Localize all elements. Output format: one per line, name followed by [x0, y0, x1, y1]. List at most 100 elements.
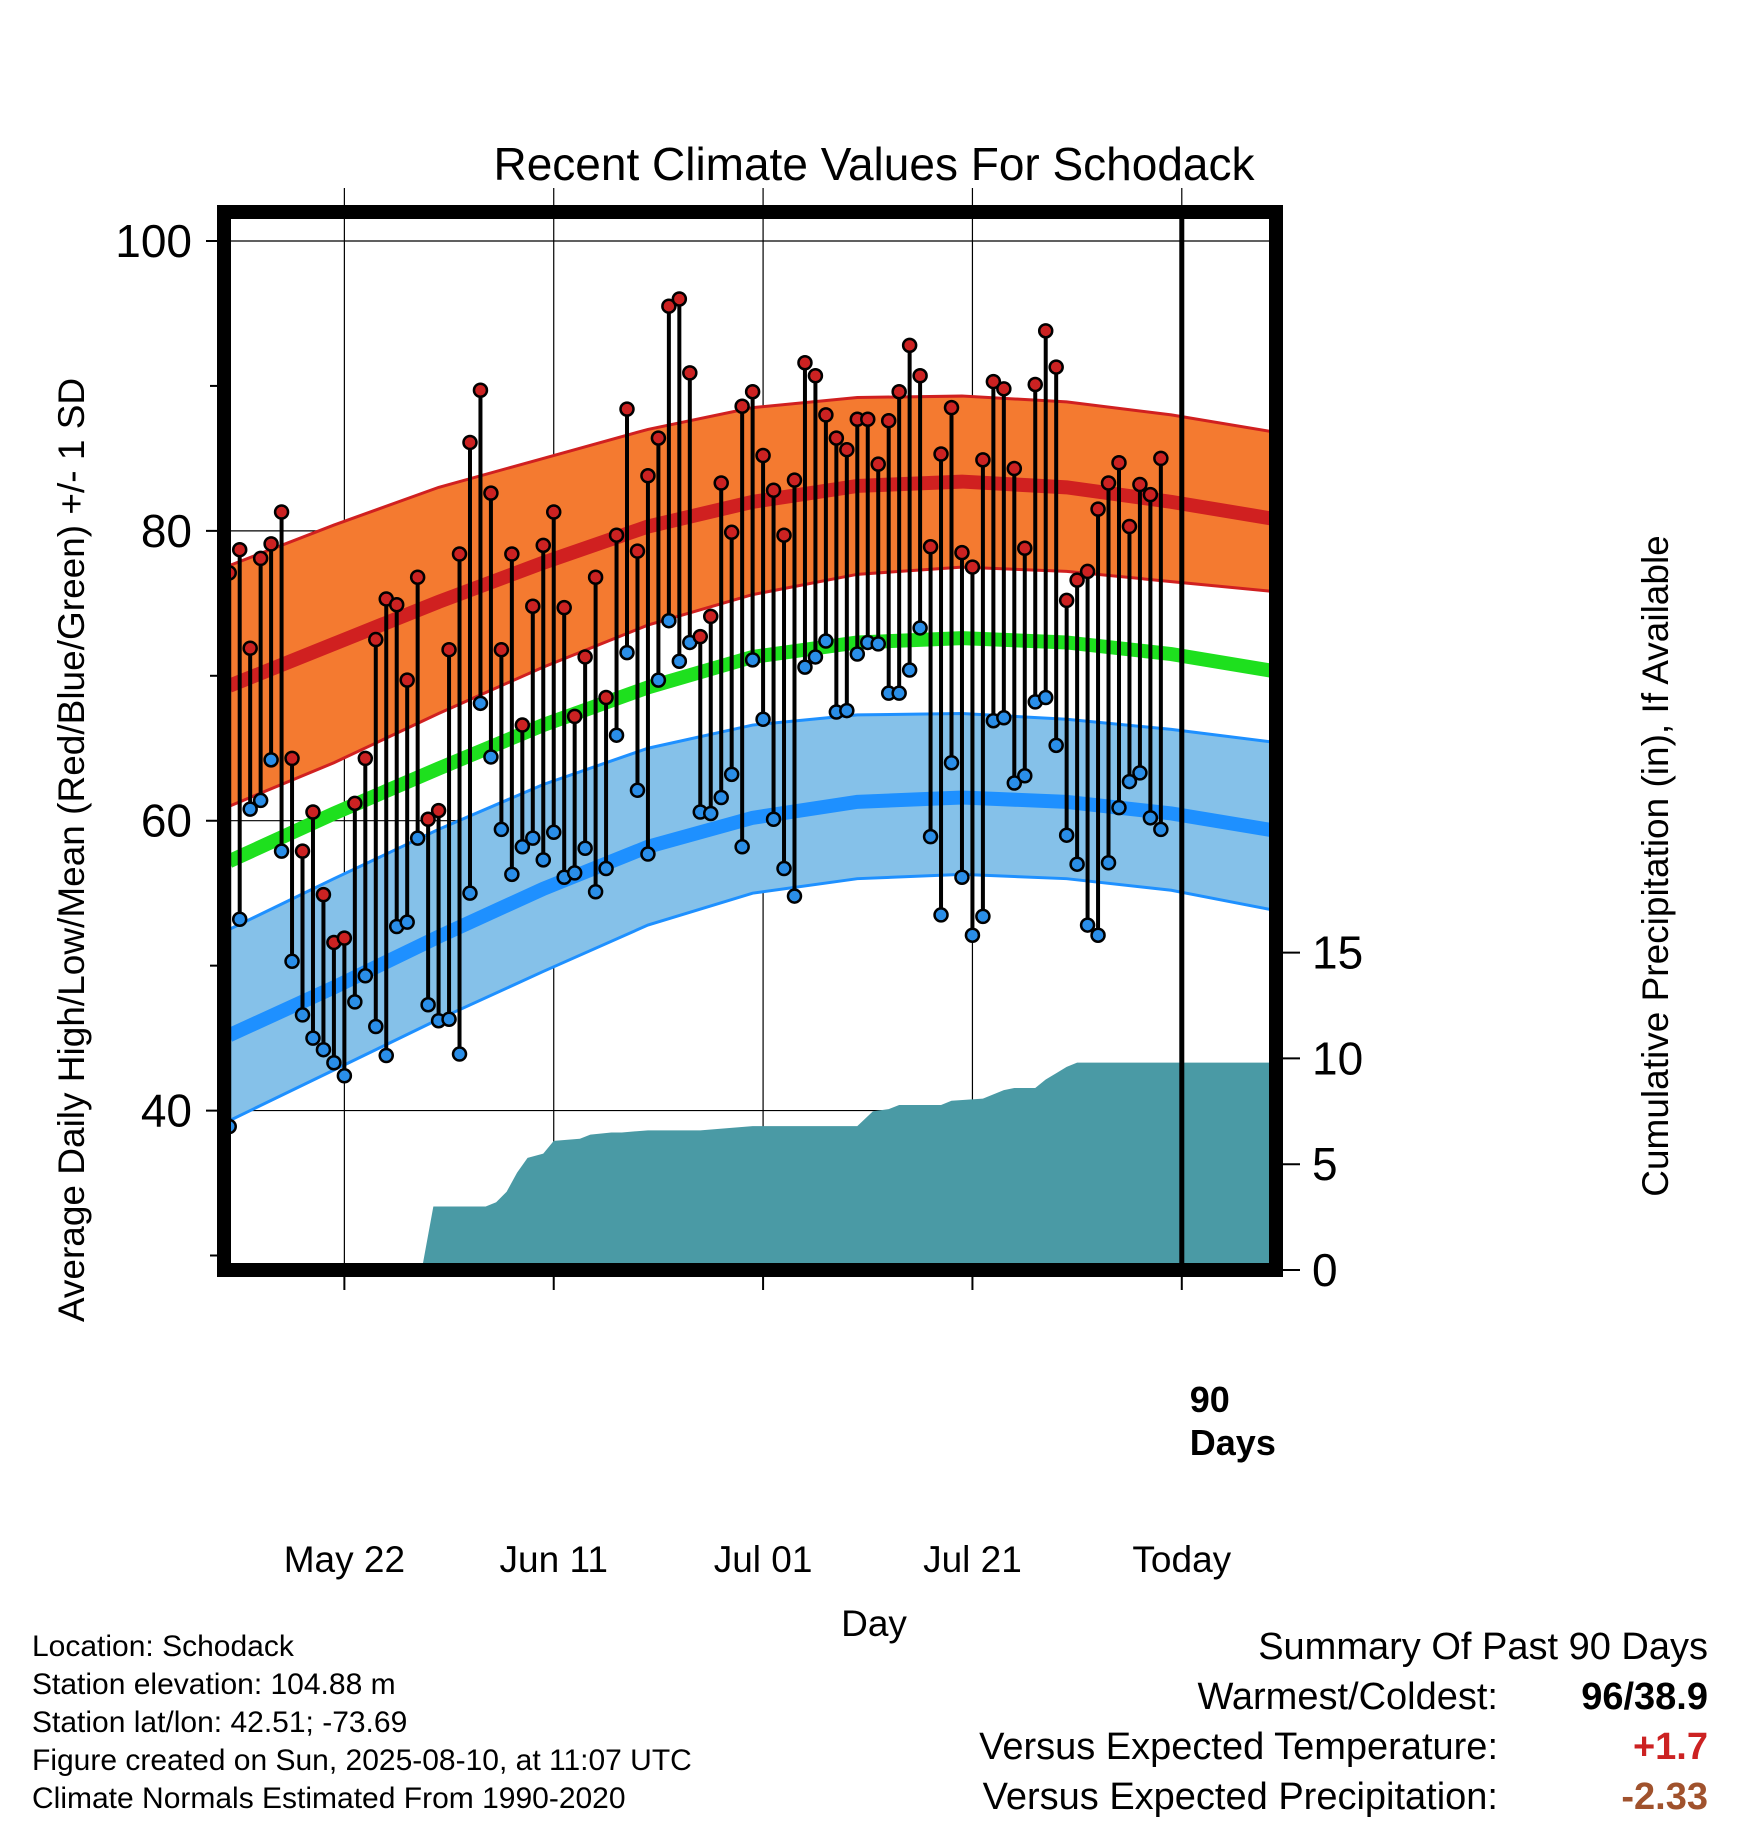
daily-low-point	[566, 865, 583, 881]
daily-high-point	[797, 354, 813, 371]
y2-tick-label: 5	[1312, 1138, 1338, 1190]
plot-frame	[217, 205, 1283, 1277]
daily-high-point	[587, 569, 604, 585]
daily-high-point	[535, 537, 552, 554]
y2-tick-label: 10	[1312, 1032, 1363, 1084]
precipitation-layer	[229, 1062, 1276, 1270]
daily-high-point	[629, 543, 646, 559]
daily-high-point	[1142, 486, 1159, 503]
low-sd-band	[229, 713, 1276, 1121]
daily-low-point	[1037, 689, 1054, 706]
daily-low-point	[1153, 821, 1169, 838]
daily-low-point	[252, 792, 269, 809]
daily-high-point	[472, 382, 489, 399]
daily-high-point	[231, 541, 248, 558]
daily-high-point	[985, 373, 1002, 390]
daily-high-point	[776, 527, 792, 543]
daily-low-point	[671, 653, 688, 670]
daily-low-point	[629, 782, 646, 799]
daily-high-point	[451, 546, 468, 562]
summary-row-warmest: Warmest/Coldest: 96/38.9	[979, 1672, 1708, 1722]
daily-high-point	[1079, 563, 1096, 580]
daily-low-point	[901, 662, 918, 678]
daily-high-point	[975, 452, 991, 468]
x-axis-label: Day	[841, 1603, 907, 1644]
daily-low-point	[545, 824, 562, 841]
daily-low-point	[650, 672, 667, 688]
daily-low-point	[912, 620, 928, 636]
daily-high-point	[598, 689, 614, 706]
daily-low-point	[1090, 927, 1106, 943]
x-tick-label: Today	[1132, 1539, 1231, 1580]
daily-low-point	[713, 789, 729, 806]
daily-low-point	[1142, 810, 1159, 826]
daily-high-point	[514, 717, 531, 733]
daily-high-point	[692, 628, 709, 645]
daily-low-point	[1121, 773, 1138, 790]
y-tick-label: 40	[141, 1085, 192, 1137]
daily-high-point	[1037, 323, 1054, 339]
daily-high-point	[545, 504, 562, 520]
daily-high-point	[347, 795, 363, 812]
daily-high-point	[640, 468, 656, 484]
daily-high-point	[933, 446, 949, 462]
daily-low-point	[807, 649, 824, 665]
daily-high-point	[263, 536, 279, 552]
daily-low-point	[577, 840, 593, 856]
y2-tick-label: 0	[1312, 1244, 1338, 1296]
daily-high-point	[901, 337, 918, 354]
daily-high-point	[880, 412, 897, 429]
station-info: Location: Schodack Station elevation: 10…	[32, 1628, 692, 1818]
daily-low-point	[776, 860, 792, 877]
daily-low-point	[1058, 827, 1075, 843]
daily-low-point	[378, 1047, 394, 1064]
daily-low-point	[975, 908, 991, 925]
daily-low-point	[399, 914, 415, 930]
daily-low-point	[294, 1007, 311, 1023]
daily-high-point	[1132, 476, 1148, 493]
daily-low-point	[493, 821, 510, 838]
precipitation-label: Versus Expected Precipitation:	[982, 1776, 1498, 1818]
daily-high-point	[1058, 592, 1075, 609]
daily-high-point	[305, 804, 321, 820]
daily-low-point	[849, 646, 866, 662]
daily-low-point	[954, 869, 970, 885]
y2-axis-label: Cumulative Precipitation (in), If Availa…	[1635, 535, 1676, 1197]
y-tick-label: 80	[141, 505, 192, 557]
temperature-value: +1.7	[1632, 1726, 1708, 1768]
daily-high-point	[284, 750, 300, 767]
daily-high-point	[828, 430, 845, 446]
daily-low-point	[525, 830, 541, 846]
daily-high-point	[252, 550, 269, 567]
daily-high-point	[420, 811, 436, 828]
daily-high-point	[336, 930, 353, 946]
daily-low-point	[797, 659, 813, 675]
daily-low-point	[839, 702, 855, 719]
x-tick-label: Jun 11	[500, 1539, 608, 1580]
daily-low-point	[472, 695, 489, 712]
summary-title: Summary Of Past 90 Days	[1258, 1626, 1708, 1668]
daily-low-point	[451, 1046, 468, 1062]
daily-high-point	[786, 472, 803, 488]
daily-low-point	[1006, 775, 1023, 791]
daily-high-point	[755, 447, 771, 464]
daily-high-point	[368, 631, 384, 648]
y2-tick-label: 15	[1312, 927, 1363, 979]
summary-panel: Summary Of Past 90 Days Warmest/Coldest:…	[979, 1622, 1708, 1822]
daily-low-point	[514, 839, 531, 855]
daily-low-point	[315, 1041, 332, 1058]
daily-high-point	[608, 527, 625, 543]
daily-low-point	[1079, 917, 1096, 933]
y-axis-label: Average Daily High/Low/Mean (Red/Blue/Gr…	[51, 378, 92, 1322]
daily-low-point	[1017, 768, 1033, 784]
daily-low-point	[483, 749, 499, 765]
daily-low-point	[347, 994, 363, 1010]
normal-low-line	[226, 790, 1278, 1042]
daily-high-point	[807, 368, 824, 384]
daily-high-point	[483, 485, 499, 501]
x-tick-label: Jul 21	[923, 1539, 1022, 1580]
latlon-text: Station lat/lon: 42.51; -73.69	[32, 1706, 408, 1739]
daily-high-point	[399, 672, 415, 688]
daily-high-point	[242, 640, 258, 656]
